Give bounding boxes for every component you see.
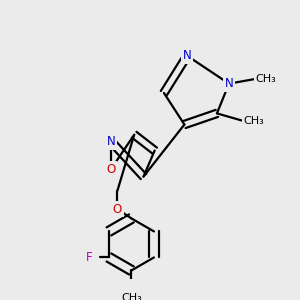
Text: CH₃: CH₃ [121,293,142,300]
Text: CH₃: CH₃ [256,74,277,84]
Text: O: O [106,163,116,176]
Text: N: N [106,135,115,148]
Text: CH₃: CH₃ [244,116,265,126]
Text: O: O [113,202,122,216]
Text: N: N [183,49,192,62]
Text: N: N [225,77,233,90]
Text: F: F [86,251,93,264]
